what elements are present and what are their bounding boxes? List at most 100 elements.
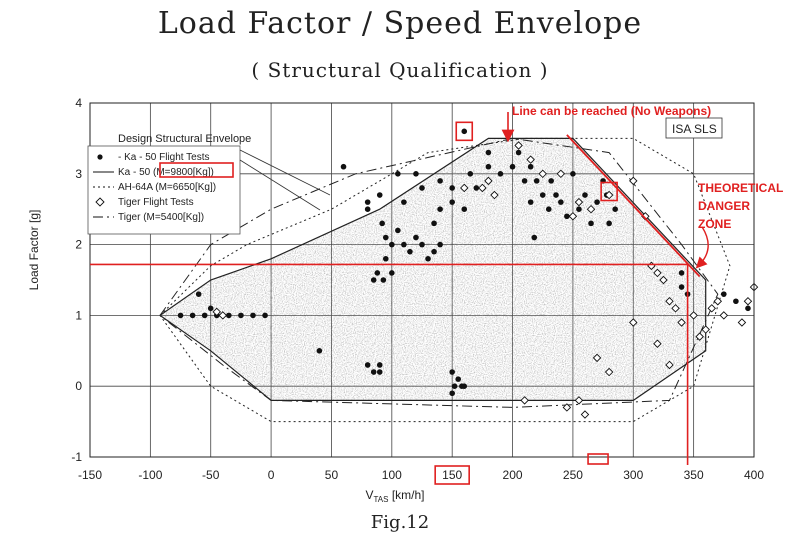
ka50-test-point (461, 128, 468, 135)
y-tick-label: 3 (75, 167, 82, 181)
ka50-test-point (382, 255, 389, 262)
x-tick-label: -100 (138, 468, 162, 482)
ka50-test-point (431, 220, 437, 227)
tiger-test-point (218, 311, 228, 320)
ka50-test-point (527, 163, 534, 170)
ka50-test-point (419, 185, 425, 191)
reached-line-label: Line can be reached (No Weapons) (512, 104, 711, 118)
ka50-test-point (733, 298, 739, 305)
tiger-test-point (743, 297, 753, 306)
legend-highlight-box (159, 162, 234, 178)
ka50-test-point (395, 227, 401, 234)
tiger-test-point (653, 339, 662, 348)
ka50-test-point (721, 291, 727, 297)
legend-callout-line (239, 159, 321, 211)
x-tick-label: 0 (268, 468, 275, 482)
tiger-test-point (538, 169, 547, 179)
ka50-test-point (395, 171, 401, 177)
y-tick-label: 4 (75, 96, 82, 110)
ka50-test-point (364, 206, 371, 212)
ka50-test-point (582, 192, 588, 198)
tiger-test-point (526, 155, 535, 164)
reached-line (566, 134, 701, 278)
ka50-test-point (376, 369, 383, 375)
ka50-test-point (449, 369, 455, 375)
tiger-test-point (701, 325, 710, 334)
ka50-test-point (449, 199, 455, 205)
ka50-test-point (570, 171, 576, 177)
x-tick-label: 250 (563, 468, 583, 482)
tiger-test-point (665, 297, 674, 306)
ka50-test-point (413, 234, 419, 241)
ka50-test-point (515, 149, 522, 156)
y-axis-label: Load Factor [g] (27, 210, 41, 291)
y-tick-label: 1 (75, 308, 82, 322)
ka50-test-point (531, 234, 538, 241)
x-tick-label: 200 (503, 468, 523, 482)
ka50-test-point (189, 312, 196, 319)
figure-caption: Fig.12 (370, 512, 430, 533)
legend-callout-line (239, 149, 331, 196)
tiger-test-point (719, 311, 729, 320)
ka50-test-point (437, 241, 443, 248)
tiger-test-point (586, 204, 596, 214)
tiger-test-point (695, 332, 704, 341)
ka50-test-point (553, 192, 559, 198)
ka50-test-point (401, 241, 407, 248)
tiger-test-point (556, 169, 566, 179)
x-tick-label: 150 (442, 468, 462, 482)
ka50-test-point (195, 291, 202, 297)
tiger-test-point (574, 396, 584, 405)
ka50-test-point (201, 312, 208, 319)
ka50-test-point (382, 234, 389, 241)
ka50-test-point (376, 362, 383, 368)
ka50-test-point (376, 192, 383, 198)
ka50-test-point (606, 220, 612, 227)
ka50-test-point (449, 185, 455, 191)
tiger-test-point (604, 367, 614, 377)
x-tick-label: -150 (78, 468, 102, 482)
legend-label: Ka - 50 (M=9800[Kg]) (118, 167, 214, 178)
legend-box (87, 145, 241, 235)
annotations: Line can be reached (No Weapons) THEORET… (90, 104, 783, 485)
ka50-test-point (380, 277, 387, 283)
legend-label: - Ka - 50 Flight Tests (118, 152, 210, 163)
legend-dot (97, 154, 103, 160)
series-line-dashdot (159, 137, 719, 408)
danger-zone-label-2: DANGER (698, 199, 750, 213)
x-tick-label: 350 (684, 468, 704, 482)
tiger-test-point (478, 183, 487, 193)
tiger-test-point (490, 190, 499, 200)
ka50-test-point (374, 270, 381, 276)
tiger-test-point (460, 183, 469, 193)
ka50-test-point (437, 206, 443, 212)
tiger-test-point (707, 304, 716, 313)
tiger-test-point (592, 353, 602, 363)
chart-title: Load Factor / Speed Envelope (157, 6, 643, 41)
tiger-test-point (629, 176, 638, 186)
ka50-test-point (545, 206, 552, 212)
ka50-test-point (455, 376, 462, 382)
x-tick-label: 400 (744, 468, 764, 482)
ka50-test-point (207, 305, 214, 312)
ka50-test-point (467, 171, 474, 177)
tiger-test-point (568, 212, 578, 221)
ka50-test-point (678, 284, 685, 290)
ka50-test-point (238, 312, 244, 319)
legend-title: Design Structural Envelope (118, 133, 251, 145)
ka50-test-point (250, 312, 256, 319)
ka50-test-point (612, 206, 618, 212)
ka50-test-point (576, 206, 582, 212)
danger-arrow (695, 226, 709, 269)
x-tick-label: 300 (623, 468, 643, 482)
envelope-shading (160, 138, 706, 401)
ka50-test-point (364, 362, 371, 368)
tiger-test-point (653, 268, 662, 278)
x-tick-label: -50 (202, 468, 220, 482)
ka50-test-point (548, 178, 554, 184)
highlight-axis-box (587, 453, 609, 465)
ka50-test-point (527, 199, 534, 205)
isa-badge: ISA SLS (665, 117, 723, 139)
ka50-test-point (461, 383, 468, 390)
